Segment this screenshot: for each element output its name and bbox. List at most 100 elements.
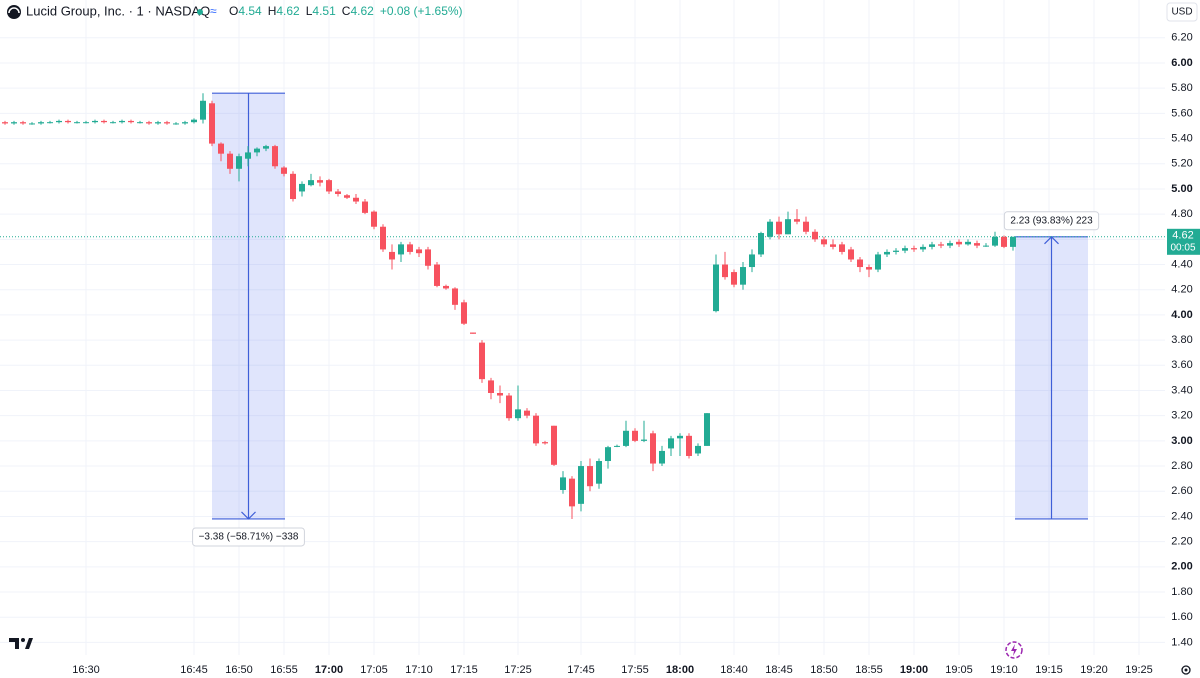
icon-bolt bbox=[1011, 644, 1017, 656]
badge-box bbox=[1167, 228, 1200, 255]
currency-button[interactable]: USD bbox=[1166, 2, 1198, 22]
candle-body bbox=[137, 122, 143, 124]
y-tick-label: 2.80 bbox=[1171, 460, 1192, 472]
x-tick-label: 19:25 bbox=[1125, 664, 1153, 676]
candle-body bbox=[848, 249, 854, 260]
candle bbox=[236, 153, 242, 182]
candle bbox=[389, 244, 395, 270]
status-icon: ≈ bbox=[210, 4, 217, 18]
candle bbox=[317, 176, 323, 187]
y-tick-label: 3.40 bbox=[1171, 384, 1192, 396]
candle-body bbox=[335, 191, 341, 194]
candle-body bbox=[695, 445, 701, 454]
candle-body bbox=[731, 272, 737, 285]
candle-body bbox=[605, 447, 611, 462]
candle-body bbox=[623, 430, 629, 446]
candle-body bbox=[569, 478, 575, 507]
x-tick-label: 16:50 bbox=[225, 664, 253, 676]
candle-body bbox=[668, 438, 674, 449]
candle bbox=[740, 262, 746, 290]
candle bbox=[947, 240, 953, 249]
legend-value: 4.62 bbox=[350, 4, 374, 18]
candle bbox=[632, 428, 638, 443]
logo-part bbox=[25, 638, 33, 649]
candle-body bbox=[965, 241, 971, 245]
candle-body bbox=[362, 201, 368, 213]
candle-body bbox=[110, 122, 116, 124]
candle-body bbox=[794, 219, 800, 222]
candle-body bbox=[281, 167, 287, 174]
candle bbox=[344, 193, 350, 200]
candle-body bbox=[443, 285, 449, 289]
candle-body bbox=[614, 445, 620, 447]
candle bbox=[218, 142, 224, 162]
candle bbox=[695, 443, 701, 456]
candle bbox=[92, 119, 98, 124]
candle-body bbox=[722, 264, 728, 278]
x-tick-label: 17:45 bbox=[567, 664, 595, 676]
candle bbox=[902, 245, 908, 254]
y-tick-label: 2.20 bbox=[1171, 536, 1192, 548]
x-tick-label: 17:15 bbox=[450, 664, 478, 676]
y-tick-label: 5.40 bbox=[1171, 132, 1192, 144]
candle-body bbox=[1001, 236, 1007, 247]
candle bbox=[398, 241, 404, 262]
candle bbox=[650, 430, 656, 472]
candle-body bbox=[542, 442, 548, 444]
candle-body bbox=[245, 152, 251, 159]
candle bbox=[119, 119, 125, 124]
candle-body bbox=[560, 477, 566, 490]
candle-body bbox=[470, 332, 476, 334]
candle bbox=[128, 119, 134, 124]
candle bbox=[101, 119, 107, 124]
y-tick-label: 3.20 bbox=[1171, 410, 1192, 422]
candle bbox=[290, 171, 296, 202]
settings-button[interactable] bbox=[1181, 665, 1191, 675]
candle bbox=[542, 440, 548, 445]
candle-body bbox=[884, 251, 890, 255]
tradingview-logo[interactable] bbox=[9, 638, 33, 649]
grid bbox=[0, 0, 1165, 655]
candle bbox=[425, 246, 431, 270]
candle-body bbox=[956, 241, 962, 245]
candle-body bbox=[650, 433, 656, 464]
candle-body bbox=[119, 120, 125, 123]
y-tick-label: 4.80 bbox=[1171, 208, 1192, 220]
candle bbox=[992, 231, 998, 247]
candle bbox=[506, 393, 512, 421]
candle bbox=[839, 241, 845, 255]
y-tick-label: 2.40 bbox=[1171, 510, 1192, 522]
candle bbox=[272, 144, 278, 169]
candle-body bbox=[857, 259, 863, 268]
candle bbox=[803, 216, 809, 235]
candle bbox=[173, 122, 179, 125]
candle bbox=[722, 251, 728, 280]
candle-body bbox=[425, 249, 431, 266]
candle-body bbox=[488, 380, 494, 393]
y-tick-label: 3.00 bbox=[1171, 435, 1192, 447]
candle bbox=[20, 120, 26, 125]
candle-body bbox=[227, 153, 233, 169]
candle bbox=[911, 245, 917, 252]
gear-center bbox=[1184, 668, 1188, 672]
currency-box bbox=[1166, 2, 1198, 22]
candle-body bbox=[164, 122, 170, 124]
candle-body bbox=[29, 123, 35, 125]
candle-body bbox=[803, 221, 809, 232]
candle-body bbox=[740, 267, 746, 285]
candle bbox=[281, 166, 287, 177]
candle-body bbox=[902, 248, 908, 251]
candle bbox=[731, 269, 737, 288]
y-tick-label: 4.40 bbox=[1171, 258, 1192, 270]
legend-key: L bbox=[306, 4, 313, 18]
candle bbox=[578, 461, 584, 512]
replay-icon[interactable] bbox=[1005, 641, 1023, 659]
candle bbox=[2, 120, 8, 125]
candle-body bbox=[947, 243, 953, 246]
candle bbox=[461, 299, 467, 325]
candle-body bbox=[407, 244, 413, 252]
candle bbox=[893, 248, 899, 255]
candle-body bbox=[65, 120, 71, 123]
candle bbox=[920, 244, 926, 252]
